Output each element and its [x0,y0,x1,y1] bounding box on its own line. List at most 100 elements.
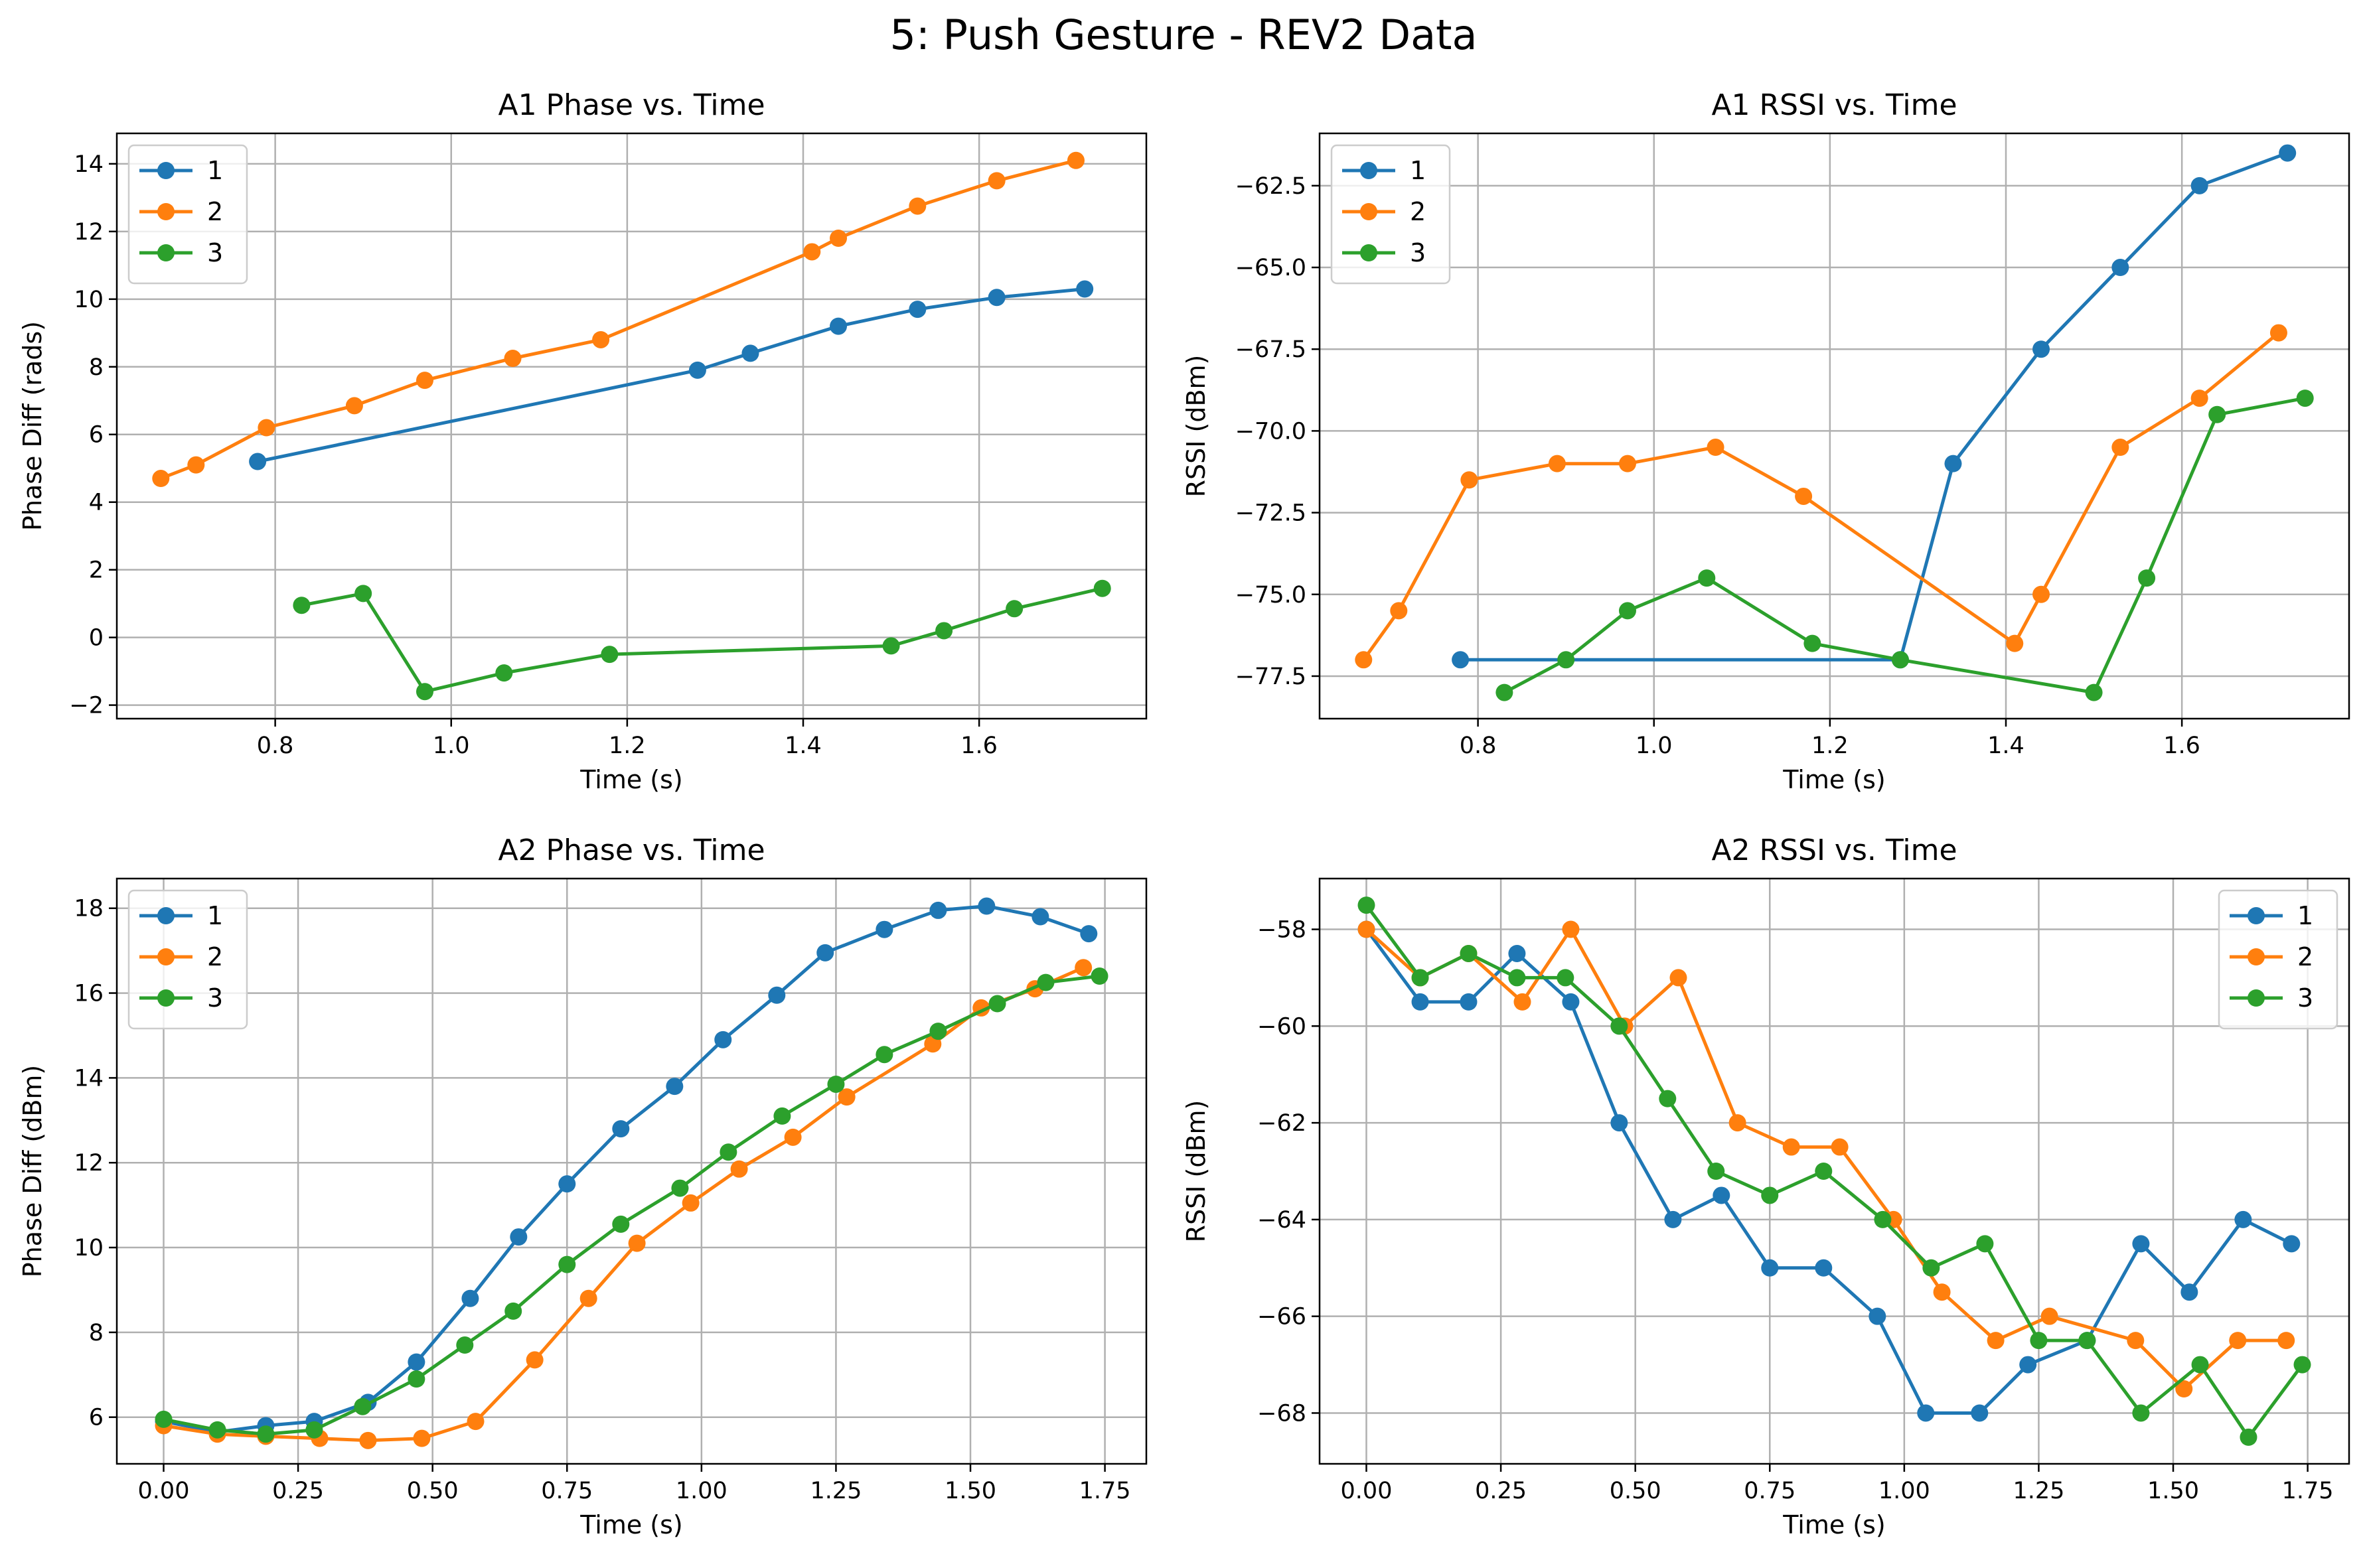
data-point [768,986,786,1004]
data-point [408,1353,425,1371]
subplot-title: A1 Phase vs. Time [498,88,765,122]
data-point [1067,151,1085,169]
series-2 [1355,324,2287,669]
data-point [1508,969,1526,987]
data-point [2132,1404,2150,1422]
data-point [988,172,1006,190]
legend: 1 2 3 [127,889,248,1030]
data-point [2032,340,2050,358]
data-point [1075,959,1093,977]
data-point [1659,1090,1677,1107]
y-axis-label: Phase Diff (rads) [18,321,47,531]
data-point [830,230,848,248]
x-tick-label: 0.00 [1341,1478,1393,1504]
legend-marker [157,907,175,924]
x-tick-label: 1.50 [2147,1478,2199,1504]
data-point [1707,439,1724,457]
data-point [2078,1332,2096,1350]
data-point [2175,1380,2193,1398]
data-point [187,456,205,474]
series-line [1365,928,2287,1391]
grid [117,879,1146,1464]
y-axis-label: Phase Diff (dBm) [18,1065,47,1277]
data-point [249,453,267,470]
legend-entry-1: 1 [139,156,223,185]
y-tick-label: 8 [89,1320,104,1346]
data-point [2279,144,2297,162]
legend: 1 2 3 [1330,144,1451,285]
data-point [1803,634,1821,652]
series-3 [155,967,1108,1443]
data-point [929,901,947,919]
data-point [1610,1114,1628,1132]
data-point [601,646,619,664]
data-point [1707,1163,1725,1180]
data-point [1076,280,1094,298]
data-point [882,637,900,655]
y-tick-label: −70.0 [1235,418,1306,445]
data-point [1669,969,1687,987]
data-point [988,995,1006,1013]
data-point [2019,1356,2037,1374]
data-point [2040,1307,2058,1325]
data-point [876,1046,893,1064]
data-point [671,1179,689,1197]
x-tick-label: 1.75 [2282,1478,2334,1504]
legend-label: 2 [207,197,223,226]
data-point [2293,1356,2311,1374]
legend-entry-2: 2 [1342,197,1426,226]
x-tick-label: 0.8 [1460,733,1497,759]
legend-entry-3: 3 [139,238,223,267]
data-point [1944,455,1962,472]
legend-label: 1 [207,156,223,185]
data-point [688,361,706,379]
x-tick-label: 0.25 [1475,1478,1527,1504]
figure-title: 5: Push Gesture - REV2 Data [890,11,1478,59]
data-point [2030,1332,2048,1350]
legend-entry-3: 3 [139,983,223,1013]
x-tick-label: 1.2 [609,733,646,759]
data-point [1357,920,1375,938]
data-point [1874,1210,1892,1228]
data-point [2180,1283,2198,1301]
subplot-title: A1 RSSI vs. Time [1711,88,1957,122]
data-point [413,1429,431,1447]
y-tick-label: −58 [1257,917,1306,944]
data-point [1031,908,1049,926]
x-tick-label: 1.25 [2013,1478,2064,1504]
legend-entry-1: 1 [2230,901,2313,930]
data-point [2277,1332,2295,1350]
data-point [1562,920,1580,938]
axes-frame [115,877,1148,1465]
legend-entry-2: 2 [139,942,223,971]
data-point [1562,993,1580,1011]
data-point [1495,683,1513,701]
legend-label: 1 [207,901,223,930]
data-point [682,1194,700,1212]
data-point [1548,455,1566,472]
subplot-2: 0.8 1.0 1.2 1.4 1.6 −77.5 −75.0 −72.5 −70.0 −67.5… [1182,88,2350,794]
y-tick-label: 6 [89,422,104,449]
y-tick-label: 14 [74,1065,104,1092]
legend-entry-3: 3 [1342,238,1426,267]
legend-marker [2248,948,2265,965]
data-point [152,470,170,488]
data-point [2032,585,2050,603]
data-point [1610,1017,1628,1035]
axes-frame [1318,877,2350,1465]
data-point [345,397,363,415]
legend: 1 2 3 [127,144,248,285]
x-tick-label: 0.75 [541,1478,593,1504]
data-point [1411,993,1429,1011]
data-point [1891,651,1909,669]
data-point [359,1431,377,1449]
legend-marker [2248,989,2265,1007]
data-point [416,683,433,701]
y-tick-label: −65.0 [1235,255,1306,281]
data-point [730,1160,748,1178]
y-tick-label: −2 [69,693,104,719]
data-point [1713,1186,1730,1204]
data-point [354,585,372,603]
data-point [2190,177,2208,194]
